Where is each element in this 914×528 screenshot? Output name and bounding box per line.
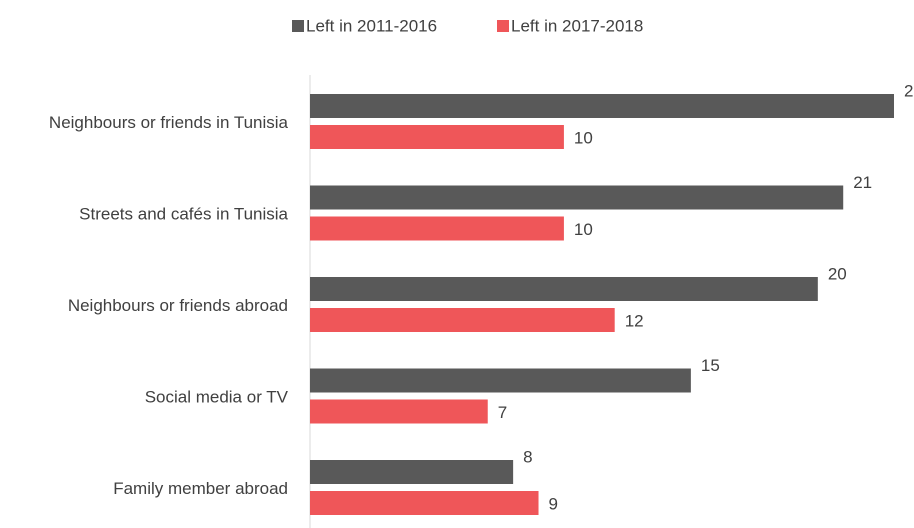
- legend-label: Left in 2011-2016: [306, 16, 437, 35]
- value-label: 23: [904, 81, 914, 100]
- value-label: 20: [828, 264, 847, 283]
- legend-swatch: [292, 20, 304, 32]
- bar: [310, 125, 564, 149]
- value-label: 10: [574, 128, 593, 147]
- bar: [310, 277, 818, 301]
- value-label: 10: [574, 220, 593, 239]
- value-label: 7: [498, 403, 507, 422]
- bar: [310, 368, 691, 393]
- bar: [310, 491, 539, 515]
- category-label: Streets and cafés in Tunisia: [79, 204, 288, 223]
- category-label: Neighbours or friends abroad: [68, 296, 288, 315]
- bar: [310, 308, 615, 332]
- legend-label: Left in 2017-2018: [511, 16, 643, 35]
- bar: [310, 399, 488, 424]
- category-label: Family member abroad: [113, 479, 288, 498]
- bar: [310, 460, 514, 484]
- value-label: 15: [701, 356, 720, 375]
- bar: [310, 216, 564, 241]
- value-label: 12: [625, 311, 644, 330]
- category-label: Neighbours or friends in Tunisia: [49, 113, 289, 132]
- legend-swatch: [497, 20, 509, 32]
- category-label: Social media or TV: [145, 387, 289, 406]
- bar: [310, 185, 844, 210]
- value-label: 9: [549, 494, 558, 513]
- bar: [310, 94, 894, 118]
- value-label: 8: [523, 447, 532, 466]
- value-label: 21: [853, 173, 872, 192]
